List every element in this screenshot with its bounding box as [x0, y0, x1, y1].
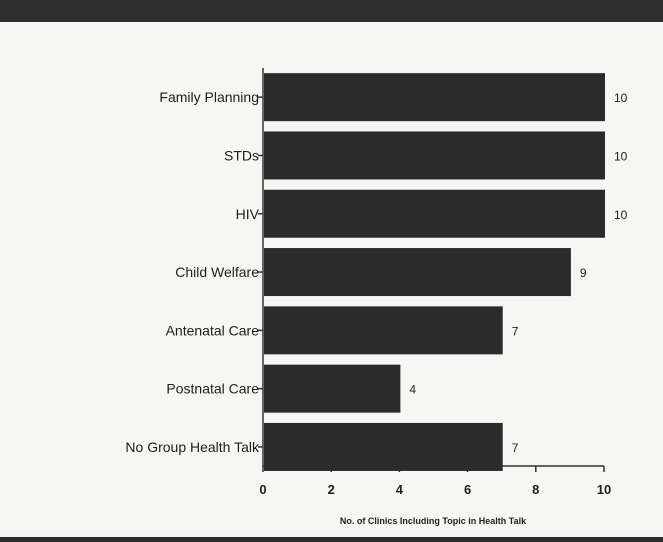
x-tick-label: 10 — [597, 482, 611, 497]
value-label: 10 — [614, 208, 628, 222]
value-label: 10 — [614, 91, 628, 105]
bar — [264, 306, 503, 355]
bar — [264, 364, 401, 413]
bar — [264, 422, 503, 471]
bottom-rule — [0, 537, 663, 542]
value-label: 4 — [409, 383, 416, 397]
bar — [264, 131, 605, 180]
x-axis-title: No. of Clinics Including Topic in Health… — [340, 516, 527, 526]
x-tick-label: 2 — [328, 482, 335, 497]
category-label: HIV — [236, 206, 260, 222]
chart-bars — [264, 73, 605, 471]
category-label: Antenatal Care — [166, 322, 260, 338]
value-label: 7 — [512, 324, 519, 338]
bar — [264, 73, 605, 122]
bar — [264, 189, 605, 238]
x-tick-label: 0 — [259, 482, 266, 497]
chart-labels: Family Planning 10 STDs 10 HIV 10 Child Welfar… — [125, 89, 627, 455]
value-label: 9 — [580, 266, 587, 280]
bar — [264, 248, 571, 297]
category-label: Child Welfare — [175, 264, 259, 280]
value-label: 10 — [614, 149, 628, 163]
category-label: Postnatal Care — [166, 381, 259, 397]
x-tick-label: 6 — [464, 482, 471, 497]
value-label: 7 — [512, 441, 519, 455]
category-label: Family Planning — [159, 89, 259, 105]
category-label: No Group Health Talk — [125, 439, 260, 455]
x-tick-label: 8 — [532, 482, 539, 497]
x-tick-label: 4 — [396, 482, 404, 497]
category-label: STDs — [224, 147, 259, 163]
top-rule — [0, 0, 663, 22]
